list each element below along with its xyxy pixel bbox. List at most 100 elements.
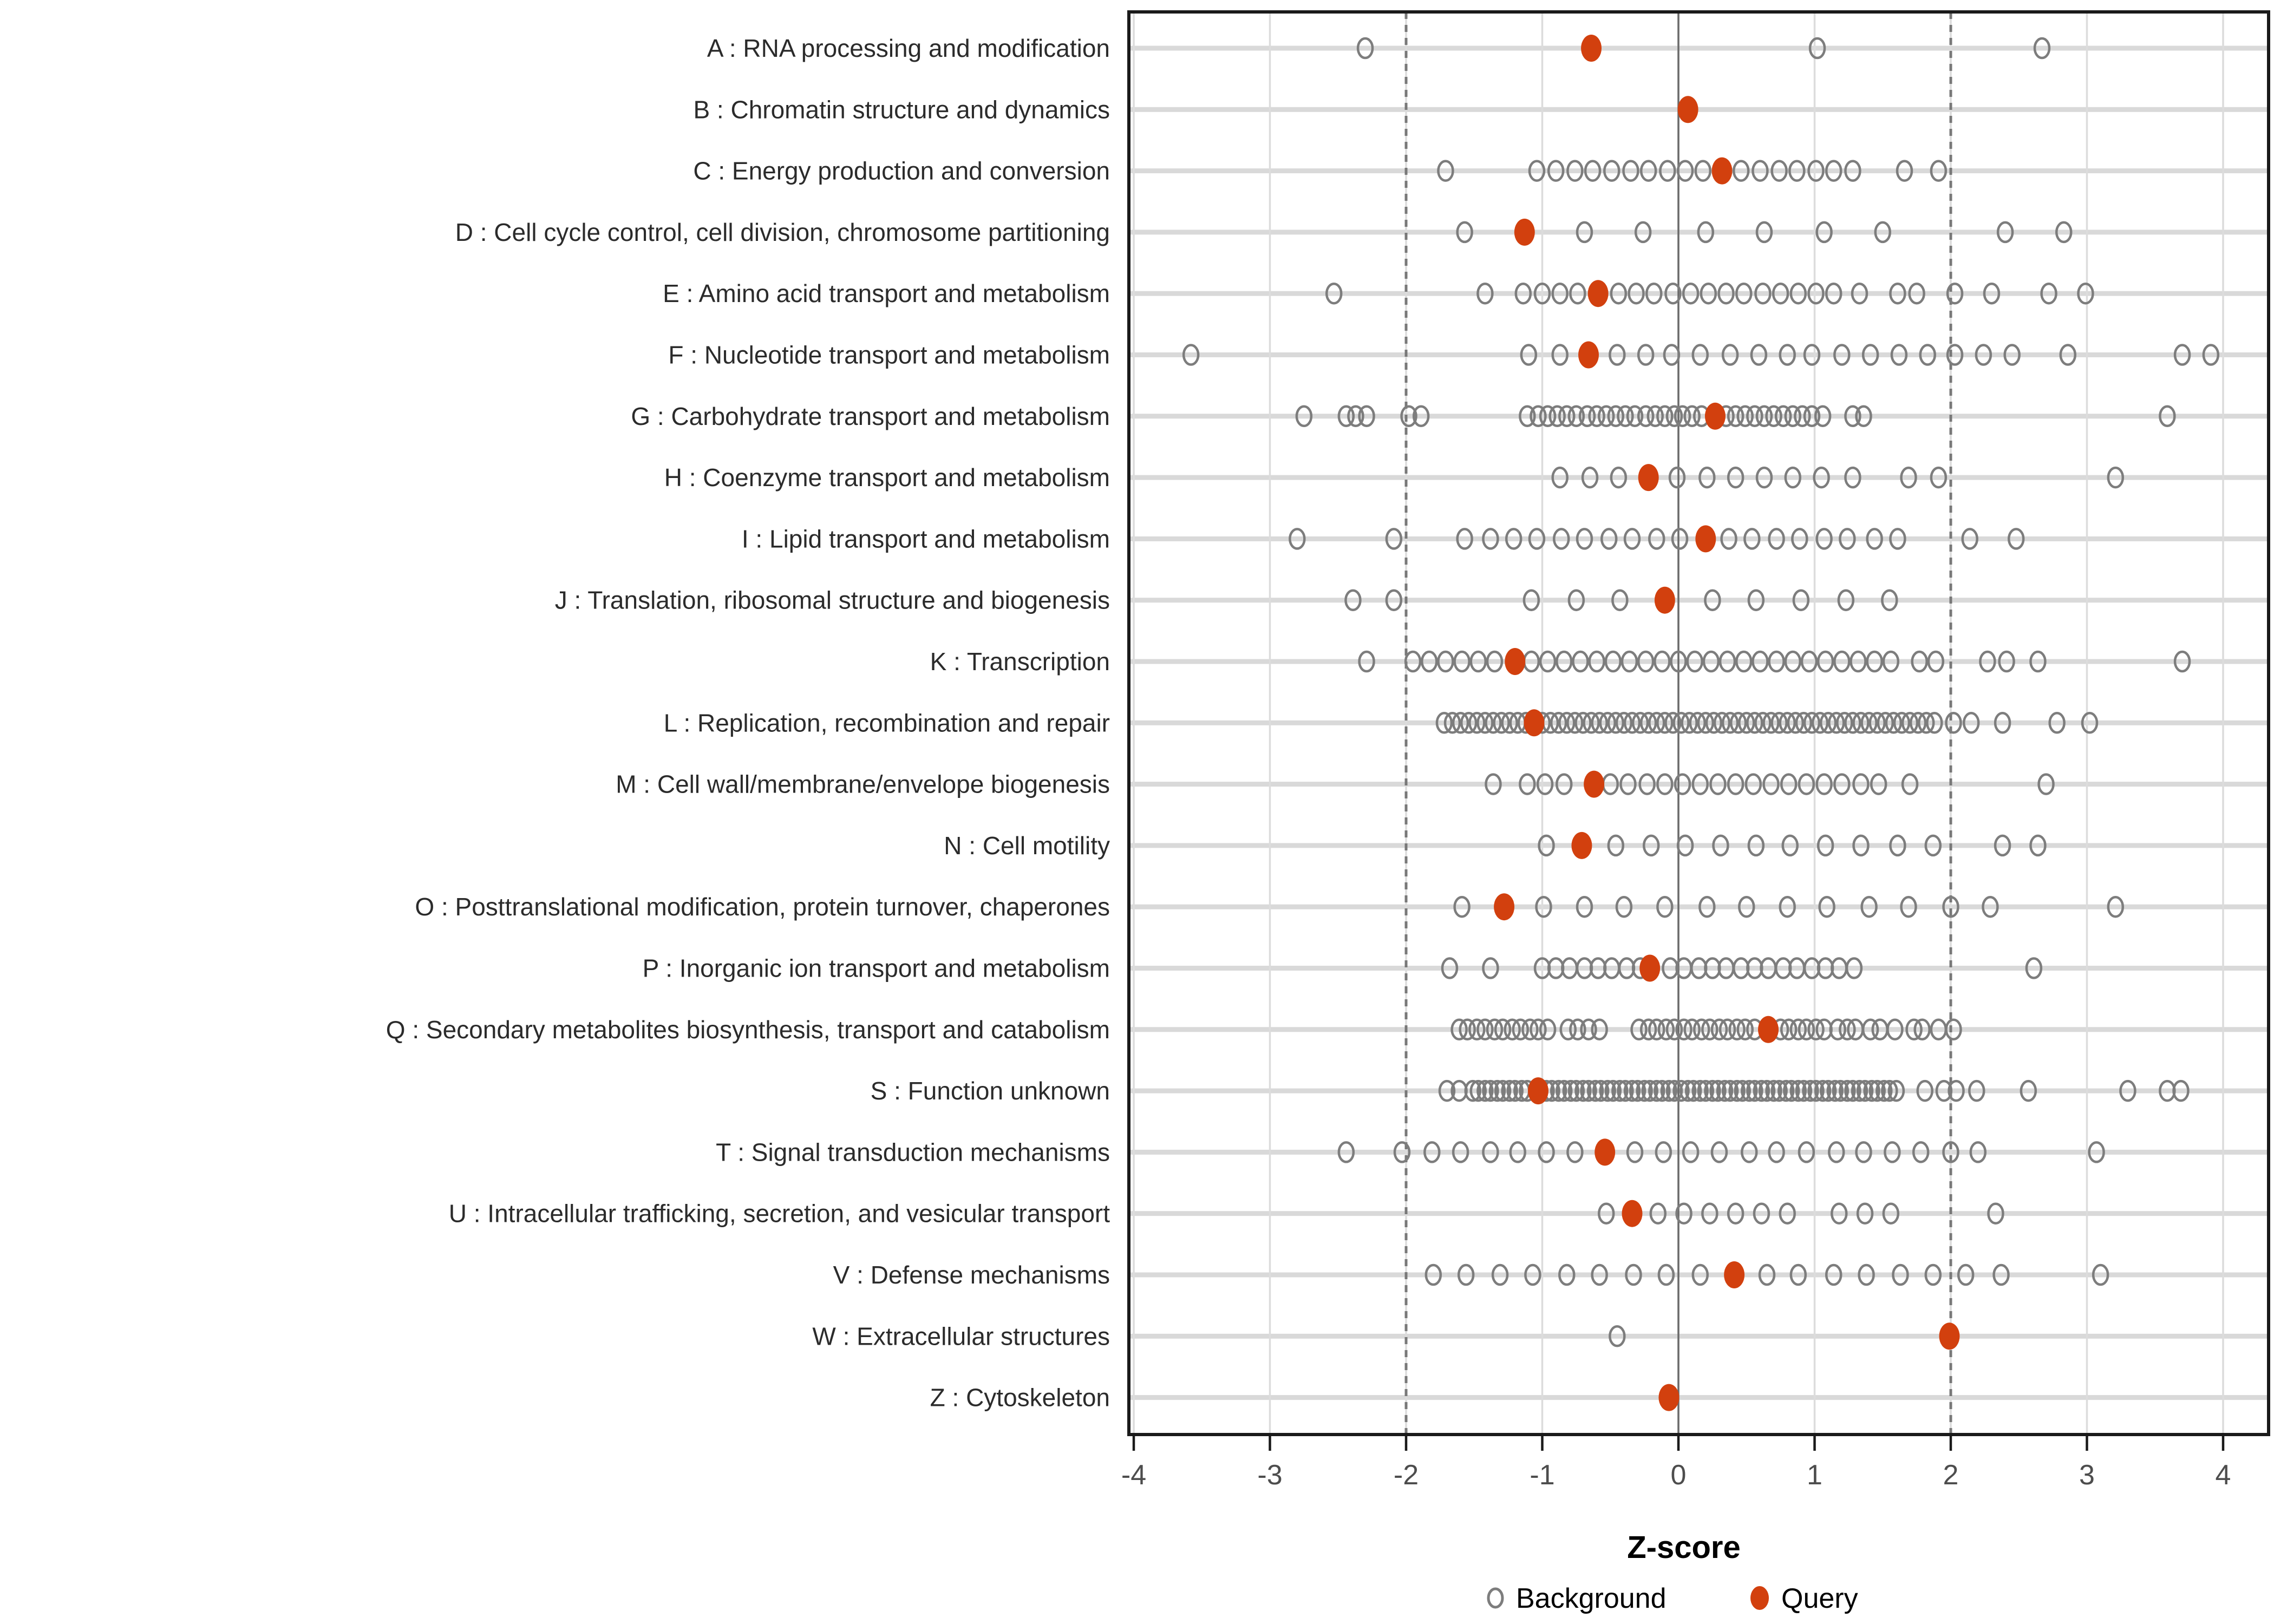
query-point-S [1527,1077,1548,1105]
background-point-S [1844,1079,1861,1102]
background-point-E [1645,282,1663,305]
background-point-Q [1559,1018,1577,1041]
x-tick-label--2: -2 [1394,1459,1419,1491]
background-point-T [1452,1141,1469,1163]
background-point-F [1975,344,1992,366]
background-point-C [1788,160,1806,182]
background-point-L [1868,712,1886,734]
row-gridline-F [1129,352,2269,357]
query-point-B [1677,96,1698,123]
background-point-T [1423,1141,1441,1163]
background-point-G [1727,405,1744,428]
background-point-I [1791,528,1808,550]
background-point-N [1676,834,1694,857]
background-point-T [1509,1141,1526,1163]
background-point-H [1900,466,1917,489]
background-point-G [1567,405,1585,428]
background-point-S [1488,1079,1506,1102]
background-point-D [1996,221,2014,244]
background-point-I [1815,528,1833,550]
background-point-N [1994,834,2011,857]
y-axis-label-A: A : RNA processing and modification [707,34,1110,62]
query-point-J [1654,586,1675,614]
background-point-L [1909,712,1927,734]
y-axis-label-O: O : Posttranslational modification, prot… [415,893,1110,921]
background-point-Q [1886,1018,1904,1041]
background-point-S [1782,1079,1800,1102]
y-axis-label-G: G : Carbohydrate transport and metabolis… [631,402,1110,430]
background-point-D [1755,221,1773,244]
background-point-C [1584,160,1602,182]
background-point-E [1908,282,1925,305]
background-point-K [1800,650,1818,673]
background-point-Q [1569,1018,1586,1041]
row-gridline-P [1129,966,2269,971]
background-point-F [1890,344,1908,366]
y-axis-label-U: U : Intracellular trafficking, secretion… [449,1200,1110,1228]
background-point-J [1704,589,1721,611]
background-point-V [2092,1263,2109,1286]
background-point-N [1712,834,1729,857]
background-point-I [2007,528,2025,550]
background-point-U [1597,1202,1615,1224]
background-point-L [1435,712,1453,734]
x-tick-label-3: 3 [2079,1459,2095,1491]
background-point-C [1659,160,1676,182]
y-axis-label-F: F : Nucleotide transport and metabolism [668,341,1110,369]
background-point-O [1615,895,1633,918]
background-point-Q [1468,1018,1486,1041]
background-point-L [1994,712,2011,734]
background-point-Q [1630,1018,1648,1041]
background-point-L [1746,712,1763,734]
background-point-D [1874,221,1891,244]
query-point-F [1578,341,1599,369]
background-point-L [2048,712,2066,734]
y-axis-label-Z: Z : Cytoskeleton [930,1384,1110,1412]
background-point-H [1844,466,1861,489]
background-point-T [1710,1141,1728,1163]
background-point-K [1702,650,1720,673]
background-point-Q [1450,1018,1468,1041]
background-point-N [1852,834,1870,857]
background-point-K [1927,650,1945,673]
background-point-J [1792,589,1810,611]
background-point-Q [1780,1018,1798,1041]
background-point-V [1657,1263,1675,1286]
query-point-P [1639,954,1661,982]
query-point-I [1695,525,1716,553]
background-point-G [1548,405,1566,428]
background-point-M [1780,773,1798,795]
background-point-I [1482,528,1499,550]
background-point-V [1424,1263,1442,1286]
background-point-E [1664,282,1682,305]
background-point-K [1486,650,1504,673]
background-point-S [1802,1079,1819,1102]
background-point-F [1919,344,1936,366]
background-point-K [1604,650,1622,673]
query-point-O [1494,893,1515,921]
background-point-S [1629,1079,1646,1102]
row-gridline-K [1129,659,2269,664]
background-point-M [1619,773,1637,795]
background-point-G [1530,405,1547,428]
background-point-K [1637,650,1655,673]
background-point-M [1762,773,1780,795]
background-point-H [1813,466,1830,489]
background-point-N [1816,834,1834,857]
background-point-K [1882,650,1900,673]
background-point-O [1818,895,1835,918]
background-point-S [1863,1079,1880,1102]
background-point-F [2059,344,2077,366]
background-point-V [1957,1263,1975,1286]
y-axis-label-W: W : Extracellular structures [812,1322,1110,1350]
background-point-S [1476,1079,1494,1102]
background-point-C [1639,160,1657,182]
background-point-H [1698,466,1716,489]
background-point-L [1893,712,1911,734]
background-point-U [1701,1202,1718,1224]
y-axis-label-I: I : Lipid transport and metabolism [742,525,1110,553]
background-point-V [1758,1263,1776,1286]
background-point-I [1648,528,1665,550]
background-point-S [1758,1079,1776,1102]
background-point-L [1460,712,1478,734]
